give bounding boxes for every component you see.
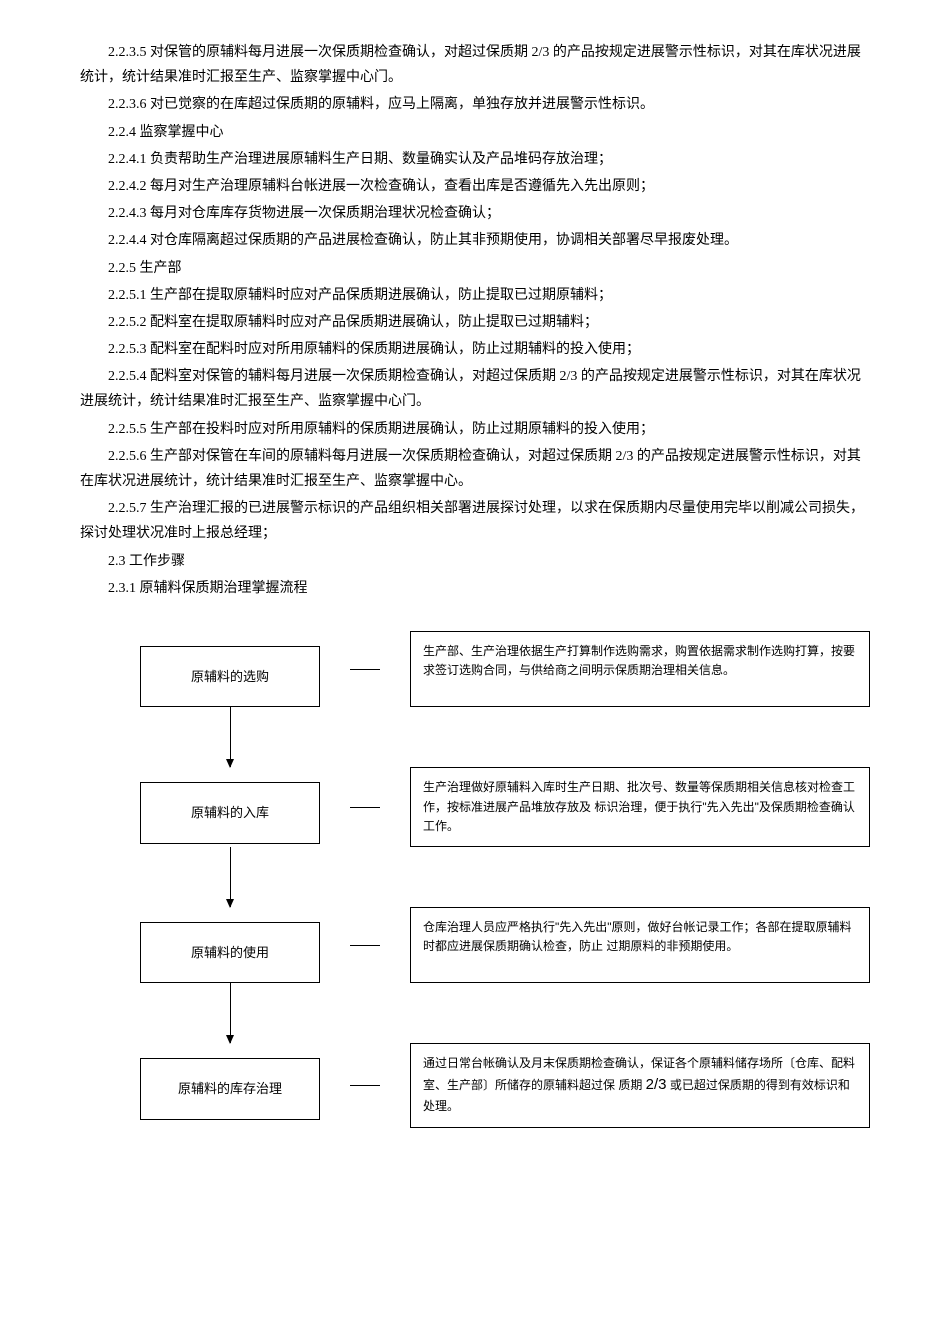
flow-desc-purchase: 生产部、生产治理依据生产打算制作选购需求，购置依据需求制作选购打算，按要求签订选… (410, 631, 870, 707)
flow-row-arrow-2 (140, 847, 870, 907)
para-2-3: 2.3 工作步骤 (80, 549, 870, 574)
fraction-text: 2/3 (646, 1076, 667, 1093)
flow-box-storage: 原辅料的入库 (140, 782, 320, 843)
para-2-2-5-6: 2.2.5.6 生产部对保管在车间的原辅料每月进展一次保质期检查确认，对超过保质… (80, 444, 870, 494)
para-2-2-5-4: 2.2.5.4 配料室对保管的辅料每月进展一次保质期检查确认，对超过保质期 2/… (80, 364, 870, 414)
flow-desc-storage: 生产治理做好原辅料入库时生产日期、批次号、数量等保质期相关信息核对检查工作，按标… (410, 767, 870, 847)
para-2-2-4-2: 2.2.4.2 每月对生产治理原辅料台帐进展一次检查确认，查看出库是否遵循先入先… (80, 174, 870, 199)
para-2-2-4-4: 2.2.4.4 对仓库隔离超过保质期的产品进展检查确认，防止其非预期使用，协调相… (80, 228, 870, 253)
arrow-down-icon (230, 707, 231, 767)
para-2-2-5-7: 2.2.5.7 生产治理汇报的已进展警示标识的产品组织相关部署进展探讨处理，以求… (80, 496, 870, 546)
flow-row-1: 原辅料的选购 生产部、生产治理依据生产打算制作选购需求，购置依据需求制作选购打算… (140, 631, 870, 707)
flow-box-usage: 原辅料的使用 (140, 922, 320, 983)
para-2-2-5-5: 2.2.5.5 生产部在投料时应对所用原辅料的保质期进展确认，防止过期原辅料的投… (80, 417, 870, 442)
para-2-2-5: 2.2.5 生产部 (80, 256, 870, 281)
para-2-2-5-1: 2.2.5.1 生产部在提取原辅料时应对产品保质期进展确认，防止提取已过期原辅料… (80, 283, 870, 308)
flow-desc-usage: 仓库治理人员应严格执行"先入先出"原则，做好台帐记录工作；各部在提取原辅料时都应… (410, 907, 870, 983)
para-2-2-3-5: 2.2.3.5 对保管的原辅料每月进展一次保质期检查确认，对超过保质期 2/3 … (80, 40, 870, 90)
connector-line (350, 1043, 380, 1127)
para-2-2-4-1: 2.2.4.1 负责帮助生产治理进展原辅料生产日期、数量确实认及产品堆码存放治理… (80, 147, 870, 172)
connector-line (350, 767, 380, 847)
document-body: 2.2.3.5 对保管的原辅料每月进展一次保质期检查确认，对超过保质期 2/3 … (80, 40, 870, 601)
arrow-down-icon (230, 847, 231, 907)
arrow-down-icon (230, 983, 231, 1043)
flow-row-3: 原辅料的使用 仓库治理人员应严格执行"先入先出"原则，做好台帐记录工作；各部在提… (140, 907, 870, 983)
flow-row-arrow-3 (140, 983, 870, 1043)
para-2-2-5-3: 2.2.5.3 配料室在配料时应对所用原辅料的保质期进展确认，防止过期辅料的投入… (80, 337, 870, 362)
flow-row-2: 原辅料的入库 生产治理做好原辅料入库时生产日期、批次号、数量等保质期相关信息核对… (140, 767, 870, 847)
para-2-2-5-2: 2.2.5.2 配料室在提取原辅料时应对产品保质期进展确认，防止提取已过期辅料； (80, 310, 870, 335)
flow-row-arrow-1 (140, 707, 870, 767)
connector-line (350, 907, 380, 983)
para-2-3-1: 2.3.1 原辅料保质期治理掌握流程 (80, 576, 870, 601)
connector-line (350, 631, 380, 707)
flow-desc-inventory: 通过日常台帐确认及月末保质期检查确认，保证各个原辅料储存场所〔仓库、配料室、生产… (410, 1043, 870, 1127)
flowchart-container: 原辅料的选购 生产部、生产治理依据生产打算制作选购需求，购置依据需求制作选购打算… (80, 631, 870, 1128)
flow-box-purchase: 原辅料的选购 (140, 646, 320, 707)
flow-box-inventory: 原辅料的库存治理 (140, 1058, 320, 1119)
para-2-2-4: 2.2.4 监察掌握中心 (80, 120, 870, 145)
para-2-2-4-3: 2.2.4.3 每月对仓库库存货物进展一次保质期治理状况检查确认； (80, 201, 870, 226)
para-2-2-3-6: 2.2.3.6 对已觉察的在库超过保质期的原辅料，应马上隔离，单独存放并进展警示… (80, 92, 870, 117)
flow-row-4: 原辅料的库存治理 通过日常台帐确认及月末保质期检查确认，保证各个原辅料储存场所〔… (140, 1043, 870, 1127)
